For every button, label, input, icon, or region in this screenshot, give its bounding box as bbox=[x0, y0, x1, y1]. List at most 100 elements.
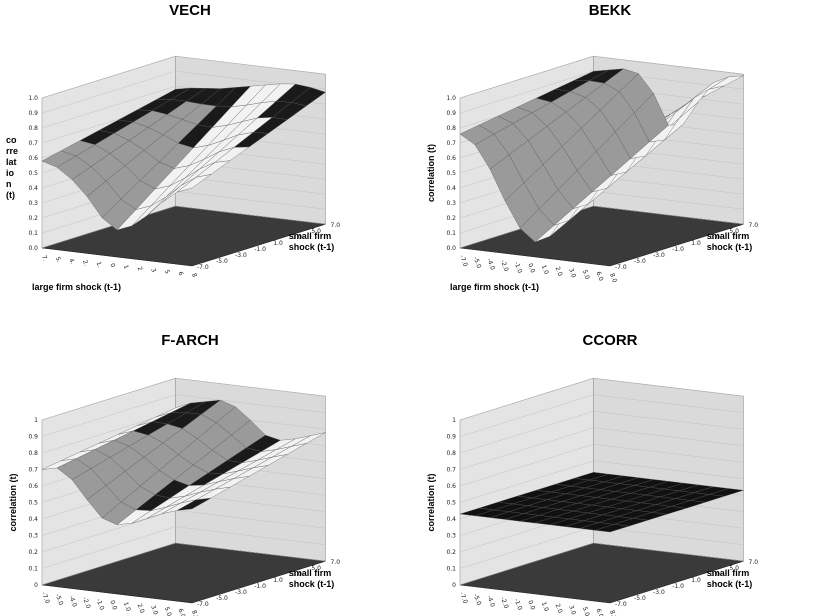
y-tick-label: -3.0 bbox=[653, 252, 665, 259]
x-tick-label: 2.0 bbox=[554, 266, 564, 278]
z-tick-label: 0.1 bbox=[446, 230, 456, 237]
chart-title-vech: VECH bbox=[169, 2, 211, 19]
z-axis-label: n bbox=[6, 179, 12, 189]
z-gridline bbox=[41, 205, 326, 249]
x-tick-label: -1.0 bbox=[513, 598, 524, 612]
x-tick-label: 0.0 bbox=[526, 262, 536, 274]
x-tick-label: 8.0 bbox=[608, 272, 618, 284]
z-tick-label: 0.6 bbox=[28, 155, 38, 162]
y-tick-label: 5.0 bbox=[311, 565, 321, 572]
z-tick-label: 0 bbox=[34, 582, 38, 589]
z-tick-label: 0.3 bbox=[446, 200, 456, 207]
y-tick-label: -1.0 bbox=[672, 246, 684, 253]
y-tick-label: 7.0 bbox=[749, 222, 759, 229]
z-tick-label: 0.3 bbox=[28, 200, 38, 207]
x-tick-label: -4.0 bbox=[485, 595, 496, 609]
x-tick-label: 2.0 bbox=[554, 603, 564, 615]
y-axis-label: shock (t-1) bbox=[289, 242, 335, 252]
x-tick-label: -7.0 bbox=[40, 591, 51, 605]
y-tick-label: -5.0 bbox=[634, 595, 646, 602]
z-tick-label: 0.5 bbox=[446, 500, 456, 507]
z-tick-label: 0.9 bbox=[446, 434, 456, 441]
x-tick-label: 1.0 bbox=[540, 264, 550, 276]
x-tick-label: -2.0 bbox=[499, 596, 510, 610]
y-axis-label: shock (t-1) bbox=[707, 579, 753, 589]
z-tick-label: 0.2 bbox=[446, 215, 456, 222]
x-tick-label: -4.0 bbox=[67, 595, 78, 609]
chart-vech: 0.00.10.20.30.40.50.60.70.80.91.0-7.0-5.… bbox=[6, 55, 341, 292]
x-tick-label: 4. bbox=[67, 258, 76, 266]
z-tick-label: 0.6 bbox=[446, 155, 456, 162]
z-tick-label: 0.6 bbox=[446, 483, 456, 490]
x-tick-label: 6 bbox=[177, 271, 185, 277]
y-tick-label: -1.0 bbox=[254, 246, 266, 253]
z-gridline bbox=[41, 377, 326, 421]
z-gridline bbox=[459, 427, 744, 470]
z-tick-label: 0.0 bbox=[446, 245, 456, 252]
y-tick-label: 5.0 bbox=[311, 228, 321, 235]
x-tick-label: -5.0 bbox=[472, 256, 483, 270]
z-tick-label: 1.0 bbox=[28, 95, 38, 102]
z-tick-label: 0.5 bbox=[446, 170, 456, 177]
y-tick-label: -3.0 bbox=[235, 589, 247, 596]
z-axis-label: co bbox=[6, 135, 17, 145]
z-tick-label: 0.2 bbox=[446, 549, 456, 556]
x-tick-label: 8 bbox=[190, 272, 198, 278]
y-tick-label: 1.0 bbox=[691, 240, 701, 247]
z-tick-label: 0.5 bbox=[28, 170, 38, 177]
x-axis-label: large firm shock (t-1) bbox=[450, 282, 539, 292]
x-tick-label: -5.0 bbox=[472, 593, 483, 607]
x-tick-label: -7.0 bbox=[458, 591, 469, 605]
x-tick-label: -5.0 bbox=[54, 593, 65, 607]
z-tick-label: 0 bbox=[452, 582, 456, 589]
y-tick-label: -1.0 bbox=[672, 583, 684, 590]
z-tick-label: 0.1 bbox=[28, 230, 38, 237]
z-tick-label: 0.7 bbox=[28, 140, 38, 147]
y-tick-label: -3.0 bbox=[653, 589, 665, 596]
z-tick-label: 0.4 bbox=[28, 516, 38, 523]
y-tick-label: 3.0 bbox=[292, 571, 302, 578]
x-tick-label: -7.0 bbox=[458, 254, 469, 268]
chart-ccorr: 00.10.20.30.40.50.60.70.80.91-7.0-5.0-3.… bbox=[426, 377, 758, 616]
z-tick-label: 0.7 bbox=[446, 467, 456, 474]
x-tick-label: -1.0 bbox=[95, 598, 106, 612]
chart-title-bekk: BEKK bbox=[588, 2, 632, 19]
y-tick-label: -5.0 bbox=[216, 258, 228, 265]
z-axis-label: rre bbox=[6, 146, 18, 156]
y-axis-label: small firm bbox=[707, 231, 750, 241]
x-tick-label: 8.0 bbox=[608, 609, 618, 616]
x-tick-label: 3 bbox=[149, 267, 157, 273]
z-tick-label: 1 bbox=[452, 417, 456, 424]
y-tick-label: -5.0 bbox=[634, 258, 646, 265]
z-tick-label: 0.1 bbox=[446, 566, 456, 573]
z-gridline bbox=[459, 377, 744, 421]
z-gridline bbox=[41, 70, 326, 114]
z-tick-label: 0.8 bbox=[446, 125, 456, 132]
x-tick-label: 0 bbox=[108, 262, 116, 268]
z-gridline bbox=[459, 542, 744, 586]
x-tick-label: 2.0 bbox=[136, 603, 146, 615]
x-tick-label: 6.0 bbox=[595, 608, 605, 616]
chart-title-farch: F-ARCH bbox=[161, 332, 219, 349]
z-tick-label: 0.5 bbox=[28, 500, 38, 507]
x-tick-label: 3.0 bbox=[149, 604, 159, 616]
z-gridline bbox=[459, 205, 744, 249]
x-tick-label: 6.0 bbox=[177, 608, 187, 616]
y-axis-label: shock (t-1) bbox=[289, 579, 335, 589]
z-tick-label: 0.8 bbox=[28, 125, 38, 132]
z-axis-label: (t) bbox=[6, 190, 15, 200]
y-tick-label: -7.0 bbox=[615, 264, 627, 271]
y-tick-label: 7.0 bbox=[331, 222, 341, 229]
z-axis-label: correlation (t) bbox=[8, 473, 18, 531]
z-tick-label: 0.4 bbox=[446, 516, 456, 523]
chart-title-ccorr: CCORR bbox=[582, 332, 638, 349]
z-axis-label: correlation (t) bbox=[426, 473, 436, 531]
z-tick-label: 0.8 bbox=[446, 450, 456, 457]
z-gridline bbox=[41, 55, 326, 99]
z-gridline bbox=[41, 394, 326, 437]
y-axis-label: small firm bbox=[289, 568, 332, 578]
z-axis-label: correlation (t) bbox=[426, 144, 436, 202]
y-tick-label: 1.0 bbox=[273, 240, 283, 247]
y-tick-label: 5.0 bbox=[729, 565, 739, 572]
z-tick-label: 0.4 bbox=[446, 185, 456, 192]
